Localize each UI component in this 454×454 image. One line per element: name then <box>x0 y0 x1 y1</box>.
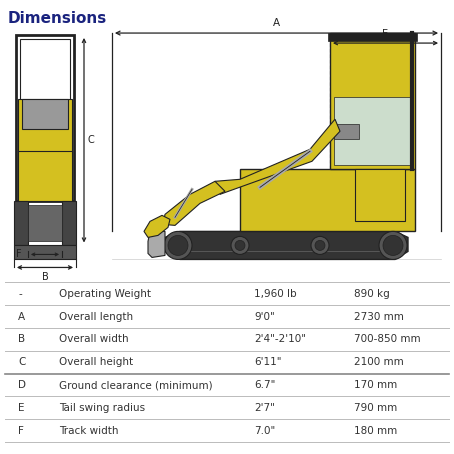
Text: Overall length: Overall length <box>59 311 133 321</box>
Text: 2'7": 2'7" <box>254 403 275 413</box>
Polygon shape <box>165 232 408 259</box>
Bar <box>18 151 72 201</box>
Circle shape <box>379 232 407 259</box>
Bar <box>328 33 417 41</box>
Text: E: E <box>382 29 389 39</box>
Text: 790 mm: 790 mm <box>354 403 397 413</box>
Text: 180 mm: 180 mm <box>354 425 397 436</box>
Text: Ground clearance (minimum): Ground clearance (minimum) <box>59 380 212 390</box>
Text: -: - <box>18 289 22 299</box>
Text: Overall width: Overall width <box>59 335 128 345</box>
Polygon shape <box>148 232 165 257</box>
Text: E: E <box>18 403 25 413</box>
Text: D: D <box>18 380 26 390</box>
Bar <box>18 99 72 201</box>
Text: 1,960 lb: 1,960 lb <box>254 289 297 299</box>
Text: F: F <box>18 425 24 436</box>
Bar <box>22 99 68 129</box>
Bar <box>355 169 405 222</box>
Bar <box>334 124 359 139</box>
Text: B: B <box>42 272 49 282</box>
Circle shape <box>383 236 403 256</box>
Polygon shape <box>163 181 225 225</box>
Bar <box>16 35 74 201</box>
Text: 170 mm: 170 mm <box>354 380 397 390</box>
Text: F: F <box>16 249 22 259</box>
Bar <box>14 246 76 259</box>
Text: Overall height: Overall height <box>59 357 133 367</box>
Circle shape <box>231 237 249 254</box>
Text: A: A <box>18 311 25 321</box>
Text: Dimensions: Dimensions <box>8 11 107 26</box>
Bar <box>334 97 411 165</box>
Text: 700-850 mm: 700-850 mm <box>354 335 421 345</box>
Circle shape <box>315 241 325 251</box>
Bar <box>28 205 62 242</box>
Text: Operating Weight: Operating Weight <box>59 289 151 299</box>
Bar <box>240 169 415 232</box>
Bar <box>330 33 415 169</box>
Text: B: B <box>18 335 25 345</box>
Bar <box>20 39 70 197</box>
Bar <box>14 201 28 246</box>
Circle shape <box>311 237 329 254</box>
Text: 6.7": 6.7" <box>254 380 276 390</box>
Text: C: C <box>18 357 25 367</box>
Polygon shape <box>144 215 170 237</box>
Circle shape <box>164 232 192 259</box>
Text: 2730 mm: 2730 mm <box>354 311 404 321</box>
Text: A: A <box>273 18 280 28</box>
Polygon shape <box>215 119 340 194</box>
Text: 7.0": 7.0" <box>254 425 276 436</box>
Circle shape <box>235 241 245 251</box>
Text: 2100 mm: 2100 mm <box>354 357 404 367</box>
Text: C: C <box>88 135 95 145</box>
Circle shape <box>168 236 188 256</box>
Text: Track width: Track width <box>59 425 118 436</box>
Text: 6'11": 6'11" <box>254 357 282 367</box>
Bar <box>62 201 76 246</box>
Text: Tail swing radius: Tail swing radius <box>59 403 145 413</box>
Text: 9'0": 9'0" <box>254 311 275 321</box>
Text: 2'4"-2'10": 2'4"-2'10" <box>254 335 306 345</box>
Text: 890 kg: 890 kg <box>354 289 390 299</box>
